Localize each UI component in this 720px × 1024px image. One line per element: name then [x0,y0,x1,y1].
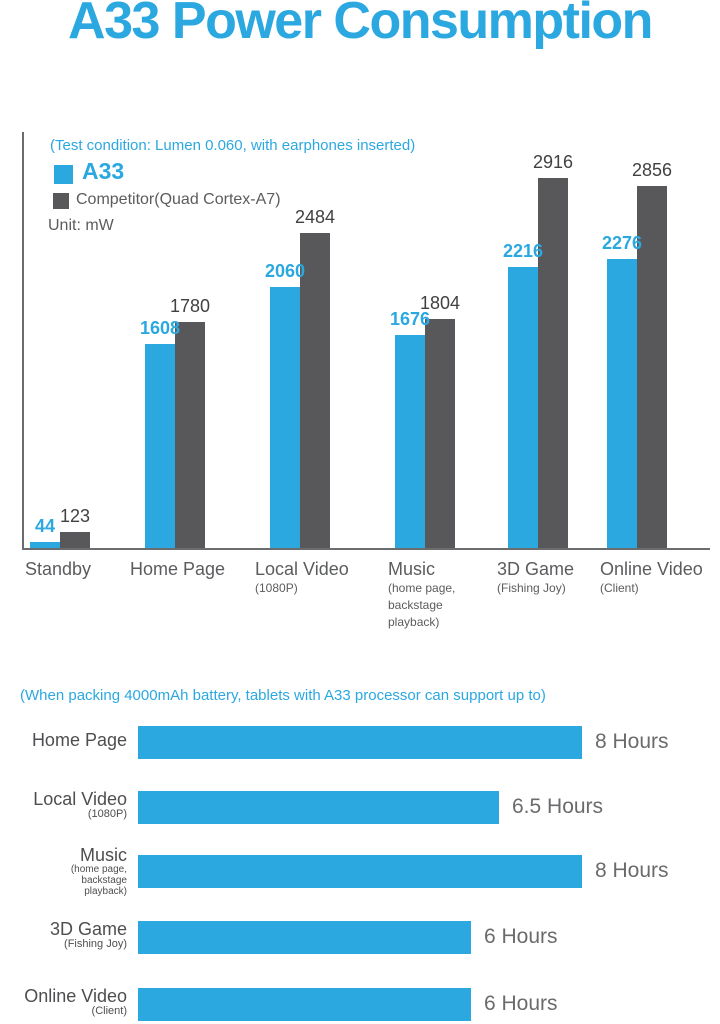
a33-value-label: 2216 [502,241,544,261]
power-consumption-plot: (Test condition: Lumen 0.060, with earph… [22,132,710,550]
competitor-value-label: 1804 [419,293,461,313]
a33-bar [395,335,425,548]
category-label-main: 3D Game [497,559,575,579]
battery-row-label: Home Page [0,731,127,749]
category-label-sub: playback) [388,615,440,629]
battery-value-label: 8 Hours [595,730,669,753]
battery-value-label: 8 Hours [595,859,669,882]
category-label: Home Page [130,560,225,579]
battery-row-label: 3D Game (Fishing Joy) [0,920,127,951]
battery-row-label-main: 3D Game [49,919,127,939]
battery-row-label-sub: (home page, [70,864,127,875]
a33-bar [270,287,300,548]
competitor-value-label: 1780 [169,296,211,316]
battery-row-label-sub: (Fishing Joy) [64,938,127,950]
battery-value-label: 6.5 Hours [512,795,604,818]
competitor-value-label: 2916 [532,152,574,172]
category-label-sub: backstage [388,598,443,612]
legend-label-competitor: Competitor(Quad Cortex-A7) [76,191,281,208]
a33-value-label: 1608 [139,318,181,338]
legend-label-a33: A33 [82,158,125,184]
battery-row-label-main: Local Video [33,789,127,809]
category-label-sub: (Client) [600,581,639,595]
category-label-main: Local Video [255,559,349,579]
a33-bar [607,259,637,548]
competitor-bar [425,319,455,548]
a33-value-label: 1676 [389,309,431,329]
legend-swatch-a33 [54,165,73,184]
battery-bar [138,726,582,759]
a33-bar [145,344,175,548]
battery-row-label: Music (home page, backstage playback) [0,846,127,897]
a33-bar [508,267,538,548]
battery-value-label: 6 Hours [484,992,558,1015]
category-label-main: Music [388,559,436,579]
competitor-bar [60,532,90,548]
category-label-sub: (home page, [388,581,456,595]
page-title: A33 Power Consumption [68,0,653,50]
category-label: Standby [25,560,91,579]
battery-bar [138,988,471,1021]
battery-row-label-main: Music [79,845,127,865]
a33-value-label: 44 [34,516,56,536]
category-label: Music (home page, backstage playback) [388,560,455,630]
competitor-value-label: 2484 [294,207,336,227]
battery-bar [138,855,582,888]
category-label: 3D Game (Fishing Joy) [497,560,574,596]
category-label: Local Video (1080P) [255,560,349,596]
category-label-main: Home Page [130,559,226,579]
battery-row-label-main: Online Video [24,986,127,1006]
competitor-bar [175,322,205,548]
legend-swatch-competitor [53,193,69,209]
unit-label: Unit: mW [48,217,114,234]
battery-section-caption: (When packing 4000mAh battery, tablets w… [20,687,546,704]
competitor-bar [538,178,568,548]
battery-bar [138,791,499,824]
battery-row-label-main: Home Page [31,730,127,750]
battery-row-label-sub: (Client) [91,1005,127,1017]
category-label-sub: (1080P) [255,581,298,595]
test-condition-note: (Test condition: Lumen 0.060, with earph… [50,137,416,154]
category-label-main: Standby [25,559,92,579]
competitor-bar [300,233,330,548]
category-label-main: Online Video [600,559,703,579]
a33-value-label: 2276 [601,233,643,253]
a33-bar [30,542,60,548]
competitor-value-label: 2856 [631,160,673,180]
battery-bar [138,921,471,954]
battery-row-label-sub: playback) [84,886,127,897]
battery-row-label: Online Video (Client) [0,987,127,1018]
competitor-bar [637,186,667,548]
a33-value-label: 2060 [264,261,306,281]
battery-row-label: Local Video (1080P) [0,790,127,821]
battery-row-label-sub: backstage [81,875,127,886]
category-label: Online Video (Client) [600,560,703,596]
battery-value-label: 6 Hours [484,925,558,948]
category-label-sub: (Fishing Joy) [497,581,566,595]
competitor-value-label: 123 [59,506,91,526]
battery-row-label-sub: (1080P) [87,808,127,820]
